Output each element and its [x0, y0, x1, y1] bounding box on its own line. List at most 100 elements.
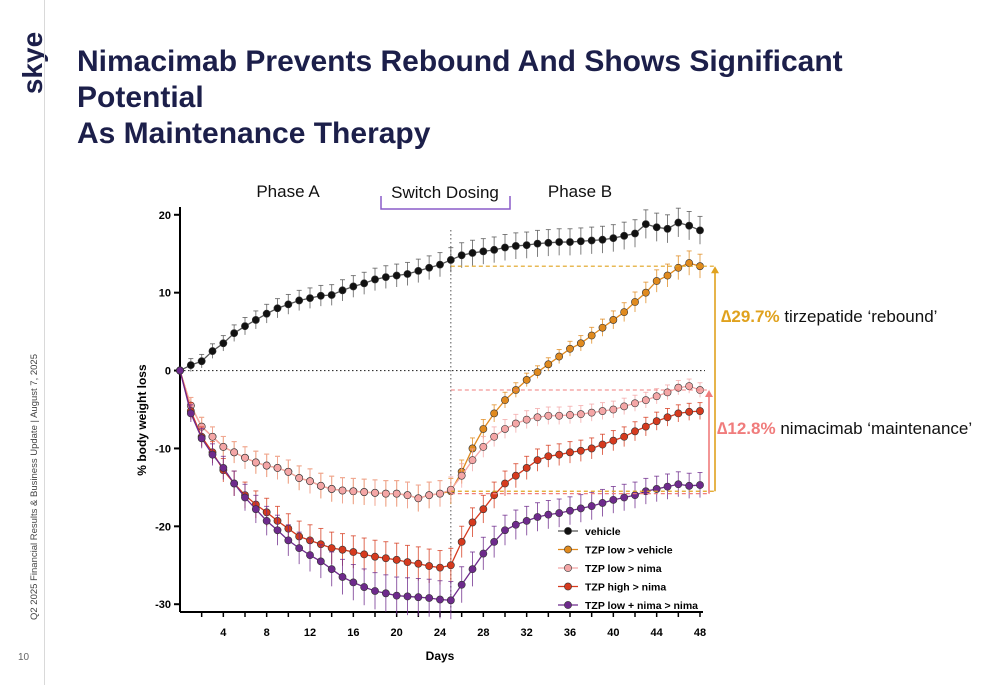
data-point [598, 440, 607, 449]
data-point [241, 453, 249, 462]
data-point [327, 291, 336, 299]
data-point [273, 464, 282, 472]
data-point [468, 518, 477, 527]
data-point [576, 410, 585, 419]
data-point [490, 491, 499, 500]
page-number: 10 [18, 652, 30, 663]
data-point [609, 405, 618, 414]
data-point [316, 291, 325, 300]
data-point [544, 411, 553, 420]
data-point [696, 407, 704, 415]
data-point [349, 487, 358, 496]
data-point [685, 481, 694, 490]
data-point [566, 411, 574, 419]
data-point [674, 263, 683, 272]
data-point [316, 481, 325, 490]
x-tick-label: 48 [694, 627, 706, 639]
data-point [371, 552, 379, 561]
rebound-label: tirzepatide ‘rebound’ [780, 307, 938, 326]
data-point [663, 224, 672, 233]
data-point [381, 589, 390, 598]
legend-marker [564, 527, 572, 535]
data-point [685, 407, 694, 416]
data-point [338, 573, 347, 581]
phase-labels: Phase A Switch Dosing Phase B [256, 182, 612, 210]
data-point [338, 545, 347, 554]
data-point [620, 231, 629, 240]
data-point [414, 266, 423, 275]
data-point [295, 474, 304, 482]
data-point [533, 413, 542, 422]
data-point [598, 235, 607, 244]
data-point [381, 489, 390, 498]
data-point [414, 559, 423, 568]
data-point [414, 494, 423, 503]
data-point [620, 308, 629, 317]
data-point [533, 513, 542, 521]
data-point [371, 587, 379, 595]
data-point [197, 357, 206, 366]
data-point [566, 344, 574, 353]
data-point [219, 464, 228, 472]
data-point [479, 505, 488, 514]
data-point [490, 409, 499, 418]
data-point [566, 448, 574, 457]
data-point [641, 220, 650, 229]
maintenance-annotation: ∆12.8% nimacimab ‘maintenance’ [717, 419, 972, 438]
data-point [685, 221, 694, 230]
legend-label: TZP low + nima > nima [585, 600, 698, 612]
data-point [306, 551, 314, 560]
data-point [360, 550, 369, 559]
y-tick-label: 20 [159, 210, 171, 222]
data-point [381, 554, 390, 563]
data-point [284, 536, 293, 545]
data-point [663, 271, 672, 280]
data-point [555, 450, 564, 459]
legend-marker [564, 564, 572, 572]
annotations-layer: ∆29.7% tirzepatide ‘rebound’ ∆12.8% nimac… [450, 265, 972, 495]
data-point [609, 495, 618, 504]
data-point [533, 368, 542, 377]
data-point [609, 436, 618, 445]
series-layer [176, 207, 704, 620]
data-point [403, 270, 412, 278]
y-tick-label: -20 [155, 521, 171, 533]
data-point [501, 396, 509, 405]
data-point [501, 243, 509, 252]
data-point [555, 509, 564, 517]
data-point [620, 432, 629, 441]
maintenance-arrow-head [705, 390, 713, 398]
data-point [186, 361, 195, 370]
data-point [197, 434, 206, 443]
data-point [587, 444, 596, 453]
data-point [501, 479, 509, 488]
data-point [511, 520, 520, 529]
data-point [490, 538, 499, 546]
data-point [208, 432, 217, 441]
data-point [544, 360, 553, 369]
phase-b-label: Phase B [548, 182, 612, 201]
x-axis-label: Days [426, 649, 455, 663]
data-point [371, 275, 379, 284]
rebound-delta: ∆29.7% [721, 307, 780, 326]
data-point [241, 493, 249, 502]
legend-label: TZP low > vehicle [585, 545, 673, 557]
data-point [501, 526, 509, 535]
data-point [381, 273, 390, 281]
data-point [425, 491, 434, 500]
data-point [392, 555, 401, 564]
data-point [587, 331, 596, 340]
data-point [587, 236, 596, 245]
data-point [479, 425, 488, 433]
data-point [327, 565, 336, 574]
data-point [598, 323, 607, 332]
data-point [587, 408, 596, 417]
rebound-arrow [711, 266, 719, 492]
data-point [338, 486, 347, 495]
data-point [273, 526, 282, 535]
y-axis-label: % body weight loss [135, 364, 149, 476]
x-tick-label: 40 [607, 627, 619, 639]
y-tick-label: 10 [159, 288, 171, 300]
data-point [349, 578, 358, 587]
data-point [219, 442, 228, 451]
